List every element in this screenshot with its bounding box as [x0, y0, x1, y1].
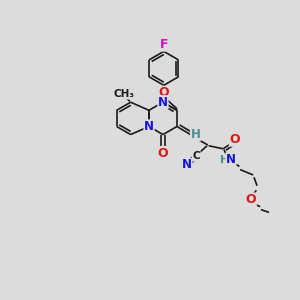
Text: O: O: [230, 133, 240, 146]
Text: C: C: [192, 151, 200, 161]
Text: O: O: [158, 86, 169, 100]
Text: N: N: [158, 96, 168, 109]
Text: N: N: [144, 120, 154, 133]
Text: O: O: [158, 146, 168, 160]
Text: CH₃: CH₃: [114, 89, 135, 99]
Text: O: O: [246, 193, 256, 206]
Text: CH₃: CH₃: [114, 89, 135, 99]
Text: N: N: [182, 158, 192, 172]
Text: N: N: [226, 153, 236, 166]
Text: F: F: [160, 38, 168, 51]
Text: H: H: [190, 128, 200, 141]
Text: H: H: [220, 154, 230, 165]
